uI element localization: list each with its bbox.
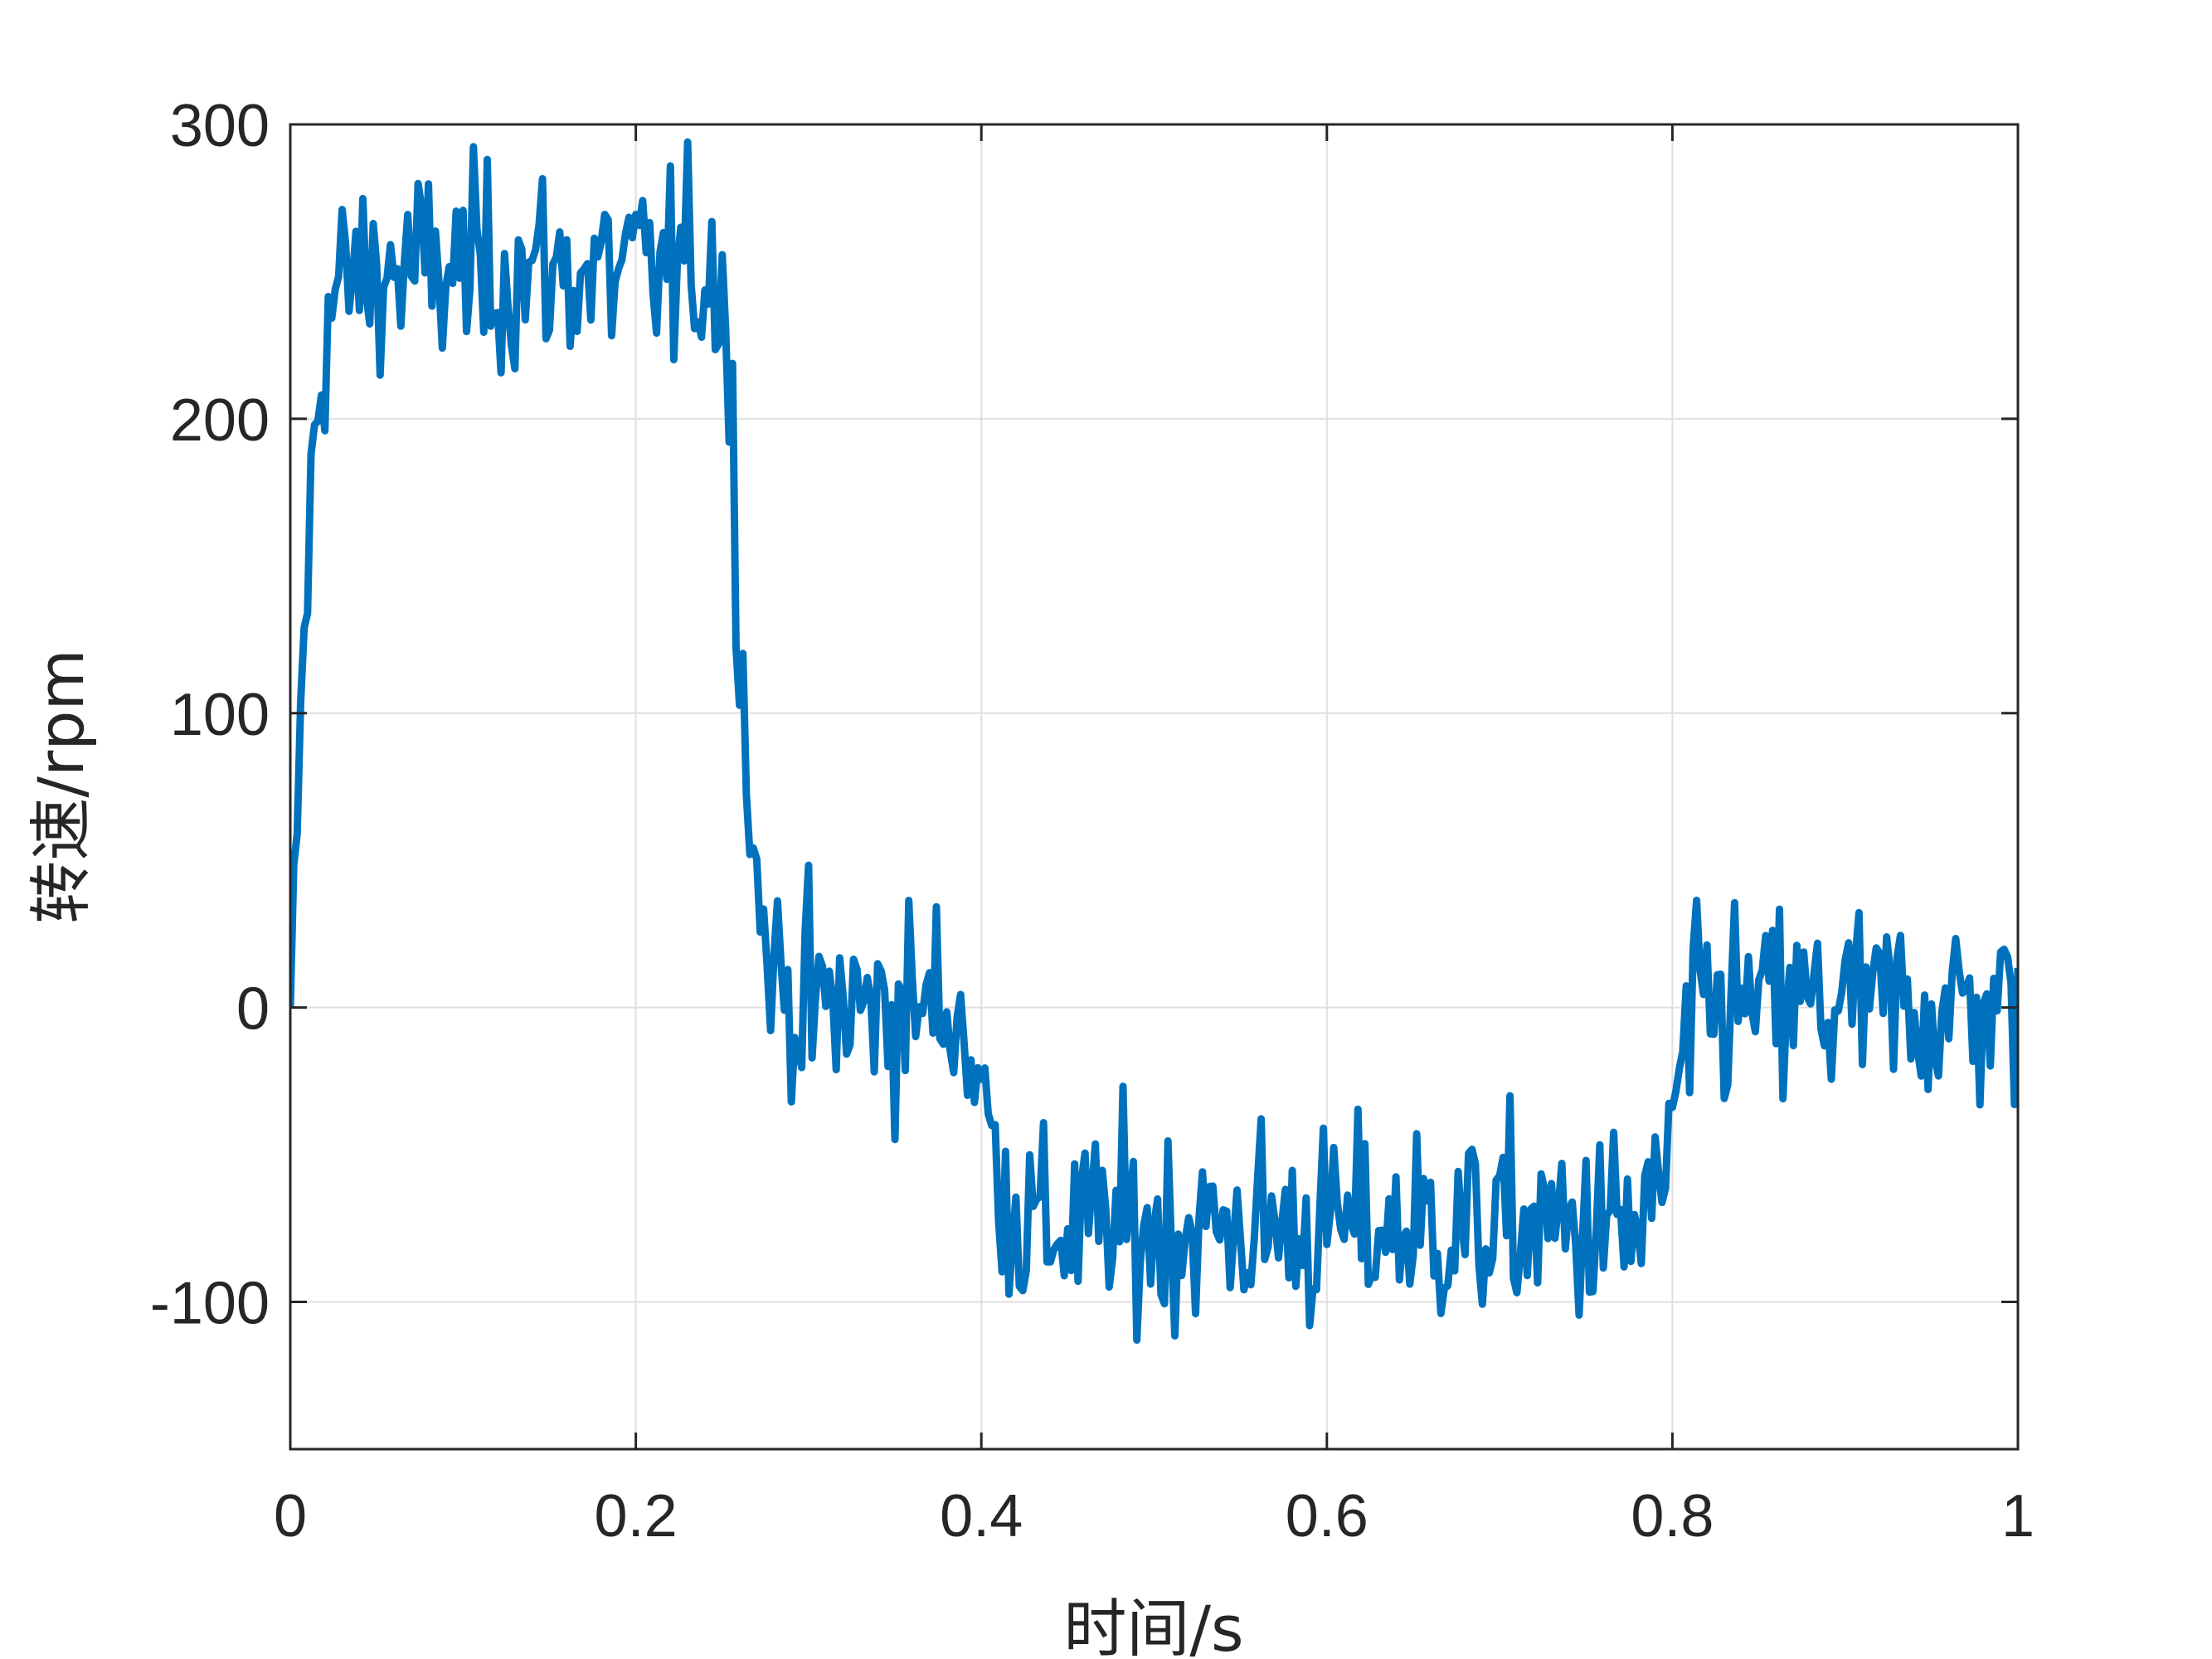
x-tick-label: 1 xyxy=(2001,1483,2035,1550)
series-line xyxy=(290,138,2018,1344)
y-tick-label: 200 xyxy=(170,387,270,454)
y-axis-label: 转速/rpm xyxy=(24,649,98,923)
x-axis-label: 时间/s xyxy=(1063,1592,1243,1659)
y-ticks: -100 0 100 200 300 xyxy=(150,93,2018,1337)
y-tick-label: 0 xyxy=(236,976,270,1043)
x-tick-label: 0.8 xyxy=(1631,1483,1714,1550)
y-tick-label: -100 xyxy=(150,1271,270,1337)
series-group xyxy=(290,138,2018,1344)
x-tick-label: 0 xyxy=(274,1483,307,1550)
x-ticks: 0 0.2 0.4 0.6 0.8 1 xyxy=(274,124,2035,1550)
y-tick-label: 100 xyxy=(170,682,270,748)
x-tick-label: 0.2 xyxy=(595,1483,678,1550)
plot-frame xyxy=(289,123,2020,1451)
x-tick-label: 0.6 xyxy=(1286,1483,1369,1550)
y-tick-label: 300 xyxy=(170,93,270,159)
x-tick-label: 0.4 xyxy=(940,1483,1023,1550)
